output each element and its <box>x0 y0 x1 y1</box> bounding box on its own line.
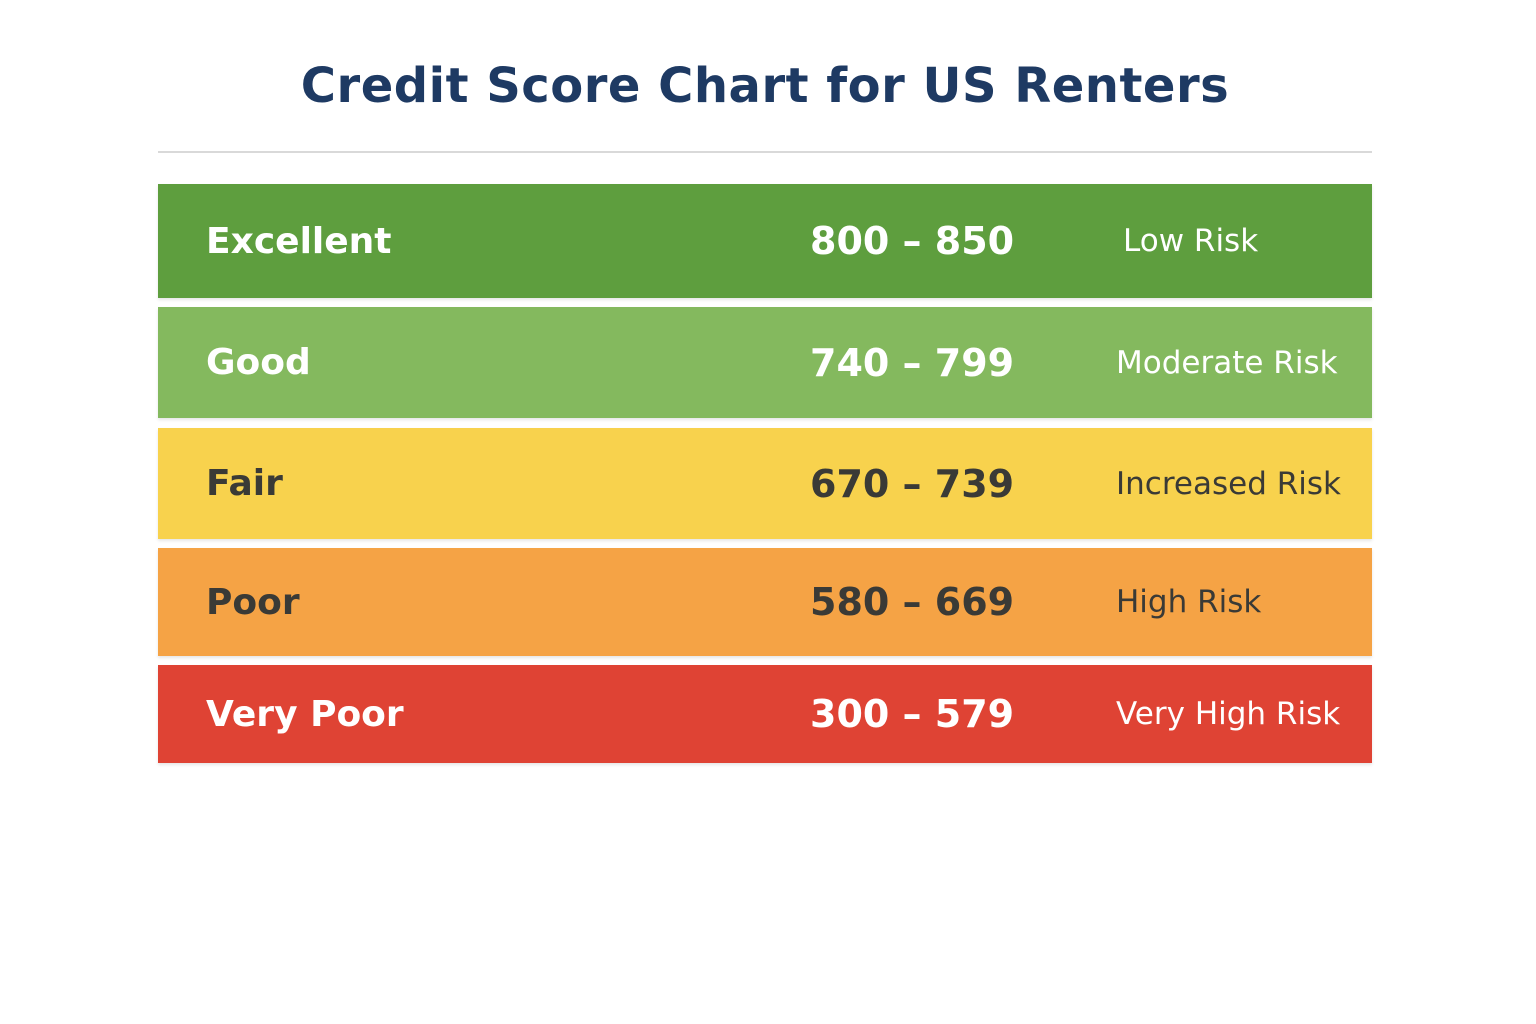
table-row-poor: Poor 580 – 669 High Risk <box>158 548 1372 656</box>
score-range: 300 – 579 <box>810 692 1015 736</box>
risk-level: Very High Risk <box>1116 696 1341 732</box>
score-range: 740 – 799 <box>810 340 1015 385</box>
category-label: Fair <box>206 463 283 504</box>
risk-level: High Risk <box>1116 584 1262 620</box>
table-row-good: Good 740 – 799 Moderate Risk <box>158 307 1372 418</box>
table-row-excellent: Excellent 800 – 850 Low Risk <box>158 184 1372 298</box>
category-label: Very Poor <box>206 693 404 735</box>
category-label: Excellent <box>206 220 392 262</box>
table-row-fair: Fair 670 – 739 Increased Risk <box>158 428 1372 539</box>
score-range: 800 – 850 <box>810 219 1015 263</box>
category-label: Good <box>206 342 311 383</box>
risk-level: Moderate Risk <box>1116 344 1338 381</box>
chart-title: Credit Score Chart for US Renters <box>300 58 1230 114</box>
risk-level: Low Risk <box>1123 223 1259 259</box>
title-divider <box>158 151 1372 153</box>
table-row-very-poor: Very Poor 300 – 579 Very High Risk <box>158 665 1372 763</box>
score-range: 580 – 669 <box>810 580 1015 624</box>
risk-level: Increased Risk <box>1116 465 1341 502</box>
score-range: 670 – 739 <box>810 461 1015 506</box>
category-label: Poor <box>206 581 300 623</box>
